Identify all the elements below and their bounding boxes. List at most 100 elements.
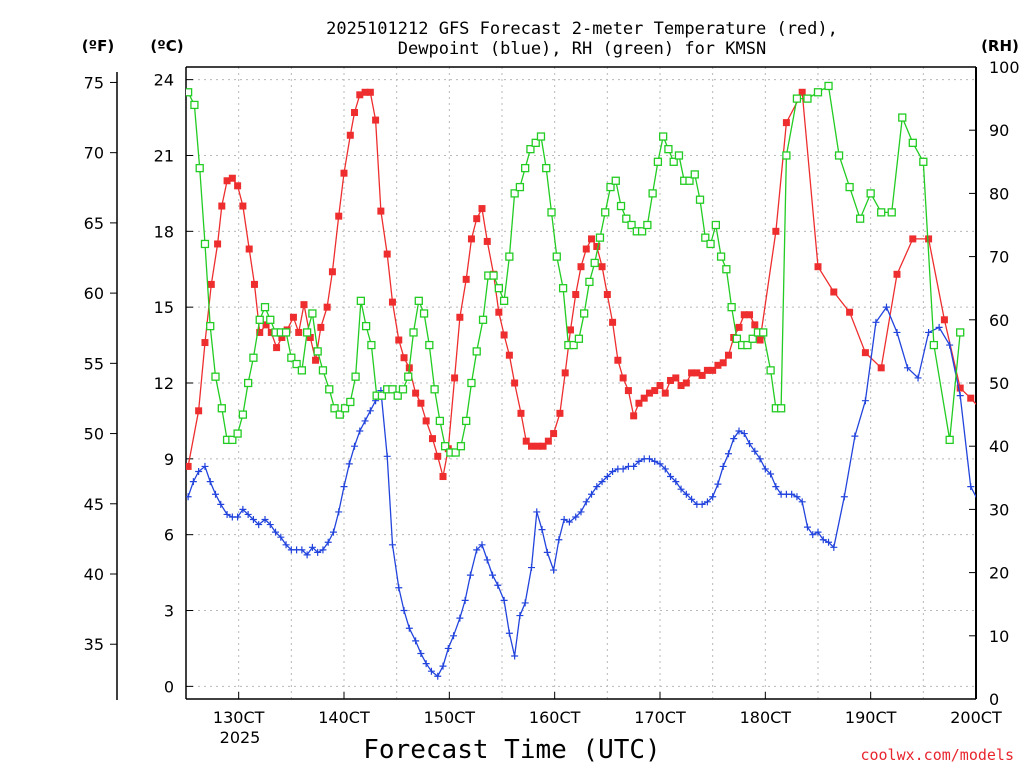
rh-point xyxy=(627,220,636,230)
temperature-point xyxy=(495,308,503,316)
rh-point xyxy=(606,182,615,192)
x-axis-title: Forecast Time (UTC) xyxy=(363,735,660,765)
dewpoint-point xyxy=(521,599,529,607)
dewpoint-point xyxy=(746,440,754,448)
temperature-point xyxy=(335,212,343,220)
rh-point xyxy=(743,340,752,350)
dewpoint-point xyxy=(272,528,280,536)
temperature-point xyxy=(214,240,222,248)
rh-point xyxy=(766,366,775,375)
rh-point xyxy=(637,227,647,236)
rh-point xyxy=(956,328,965,337)
rh-point xyxy=(601,208,610,217)
dewpoint-point xyxy=(249,516,257,524)
dewpoint-point xyxy=(412,637,420,645)
dewpoint-point xyxy=(565,518,573,526)
dewpoint-point xyxy=(656,460,664,468)
rh-point xyxy=(409,328,418,337)
dewpoint-point xyxy=(661,465,669,473)
dewpoint-point xyxy=(803,523,811,531)
rh-point xyxy=(281,328,291,337)
dewpoint-point xyxy=(830,543,838,551)
rh-point xyxy=(356,296,366,305)
temperature-point xyxy=(534,442,542,450)
dewpoint-point xyxy=(417,649,425,657)
temperature-point xyxy=(239,202,247,210)
temperature-point xyxy=(245,245,253,253)
dewpoint-point xyxy=(609,467,617,475)
temperature-point xyxy=(624,387,632,395)
dewpoint-point xyxy=(572,513,580,521)
rh-point xyxy=(929,340,939,350)
rh-point xyxy=(845,182,854,192)
temperature-point xyxy=(361,88,369,96)
temperature-point xyxy=(439,473,447,481)
temperature-point xyxy=(346,131,354,139)
rh-point xyxy=(266,315,275,324)
rh-point xyxy=(887,208,896,217)
rh-point xyxy=(393,391,402,400)
rh-point xyxy=(186,88,193,97)
dewpoint-point xyxy=(298,546,306,554)
dewpoint-point xyxy=(893,328,901,336)
dewpoint-point xyxy=(872,318,880,326)
temperature-point xyxy=(306,333,314,341)
temperature-point xyxy=(740,311,748,319)
rh-tick-label: 0 xyxy=(989,690,999,709)
temperature-point xyxy=(462,275,470,283)
temperature-point xyxy=(909,235,917,243)
temperature-point xyxy=(588,235,596,243)
dewpoint-point xyxy=(217,500,225,508)
dewpoint-point xyxy=(351,442,359,450)
credit-text: coolwx.com/models xyxy=(860,746,1014,764)
rh-point xyxy=(451,448,460,457)
rh-point xyxy=(228,435,237,445)
dewpoint-point xyxy=(500,596,508,604)
rh-point xyxy=(367,340,376,350)
dewpoint-point xyxy=(261,516,269,524)
dewpoint-point xyxy=(703,498,711,506)
dewpoint-point xyxy=(667,473,675,481)
rh-point xyxy=(456,442,466,451)
rh-tick-label: 40 xyxy=(989,437,1009,456)
rh-point xyxy=(414,296,423,305)
temperature-point xyxy=(351,109,359,117)
x-tick-label: 180CT xyxy=(740,708,792,727)
rh-point xyxy=(776,404,786,413)
temperature-point xyxy=(544,437,552,445)
rh-point xyxy=(478,315,488,324)
rh-point xyxy=(340,404,350,413)
dewpoint-point xyxy=(740,430,748,438)
temperature-point xyxy=(956,384,964,392)
rh-point xyxy=(653,157,663,166)
dewpoint-point xyxy=(761,465,769,473)
temperature-point xyxy=(751,321,759,329)
temperature-point xyxy=(295,328,303,336)
rh-point xyxy=(685,176,694,185)
dewpoint-point xyxy=(714,480,722,488)
dewpoint-point xyxy=(619,465,627,473)
temperature-point xyxy=(693,369,701,377)
temperature-point xyxy=(735,323,743,331)
dewpoint-point xyxy=(709,493,717,501)
temperature-point xyxy=(267,328,275,336)
dewpoint-point xyxy=(483,556,491,564)
temperature-point xyxy=(967,394,975,402)
dewpoint-point xyxy=(186,493,192,501)
fahrenheit-tick-label: 50 xyxy=(84,425,104,444)
rh-point xyxy=(472,347,481,356)
dewpoint-point xyxy=(405,624,413,632)
dewpoint-point xyxy=(582,498,590,506)
x-tick-label: 150CT xyxy=(424,708,476,727)
temperature-point xyxy=(328,268,336,276)
dewpoint-point xyxy=(651,457,659,465)
x-tick-label: 160CT xyxy=(529,708,581,727)
x-tick-label: 140CT xyxy=(318,708,370,727)
rh-point xyxy=(440,442,450,451)
temperature-point xyxy=(273,344,281,352)
rh-tick-label: 100 xyxy=(989,58,1020,77)
temperature-point xyxy=(798,88,806,96)
rh-point xyxy=(297,366,307,375)
temperature-point xyxy=(714,361,722,369)
temperature-point xyxy=(556,409,564,417)
